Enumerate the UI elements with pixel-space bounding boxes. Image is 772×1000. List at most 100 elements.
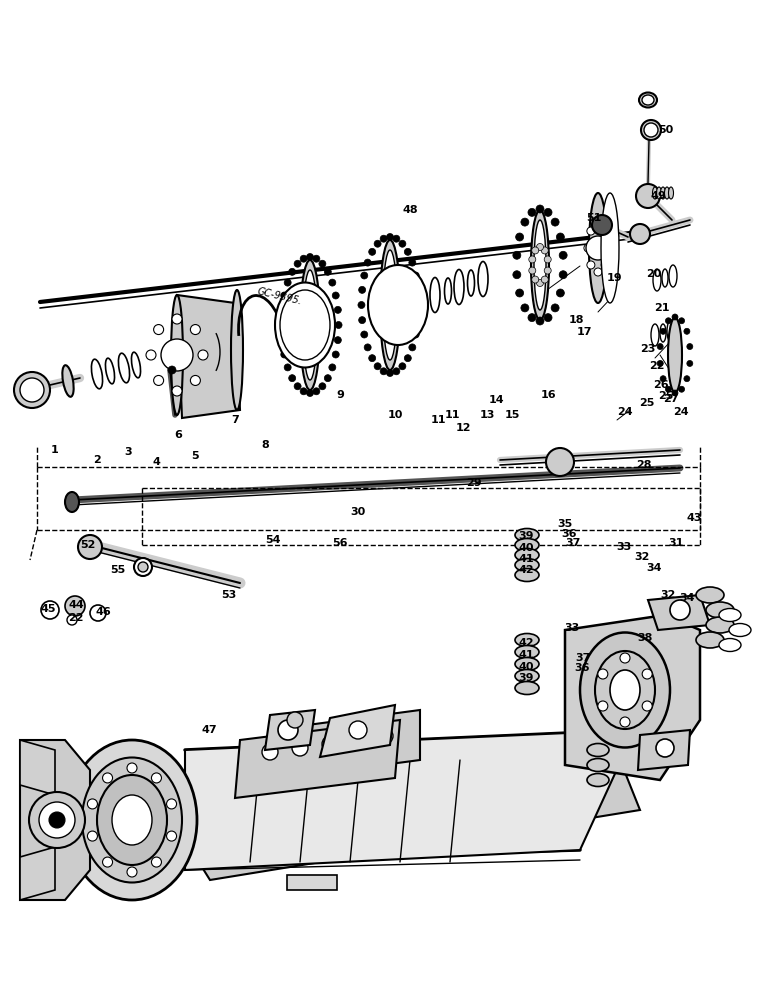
Ellipse shape — [454, 269, 464, 304]
Ellipse shape — [515, 634, 539, 647]
Ellipse shape — [515, 538, 539, 552]
Text: 36: 36 — [574, 663, 590, 673]
Circle shape — [630, 224, 650, 244]
Circle shape — [167, 799, 177, 809]
Circle shape — [657, 360, 663, 366]
Circle shape — [687, 344, 692, 350]
Circle shape — [559, 271, 567, 279]
Circle shape — [601, 227, 609, 235]
Circle shape — [641, 120, 661, 140]
Circle shape — [598, 669, 608, 679]
Circle shape — [528, 314, 536, 322]
Circle shape — [377, 728, 393, 744]
Text: 49: 49 — [650, 191, 666, 201]
Ellipse shape — [719, 608, 741, 621]
Circle shape — [557, 289, 564, 297]
Circle shape — [642, 669, 652, 679]
Circle shape — [559, 251, 567, 259]
Ellipse shape — [669, 265, 677, 287]
Circle shape — [278, 720, 298, 740]
Text: 50: 50 — [659, 125, 674, 135]
Ellipse shape — [515, 682, 539, 694]
Ellipse shape — [303, 270, 317, 380]
Text: 44: 44 — [68, 600, 84, 610]
Ellipse shape — [515, 646, 539, 658]
Text: 6: 6 — [174, 430, 182, 440]
Circle shape — [684, 328, 690, 334]
Text: 4: 4 — [152, 457, 160, 467]
Circle shape — [544, 208, 552, 216]
Circle shape — [65, 596, 85, 616]
Circle shape — [521, 218, 529, 226]
Text: 37: 37 — [565, 538, 581, 548]
Text: 28: 28 — [636, 460, 652, 470]
Circle shape — [684, 376, 690, 382]
Circle shape — [587, 261, 595, 269]
Ellipse shape — [668, 318, 682, 392]
Circle shape — [300, 388, 307, 395]
Ellipse shape — [642, 95, 654, 105]
Circle shape — [594, 220, 602, 228]
Circle shape — [660, 376, 666, 382]
Circle shape — [644, 123, 658, 137]
Text: 48: 48 — [402, 205, 418, 215]
Circle shape — [29, 792, 85, 848]
Polygon shape — [177, 295, 240, 418]
Ellipse shape — [729, 624, 751, 637]
Circle shape — [168, 366, 176, 374]
Circle shape — [352, 732, 368, 748]
Text: 34: 34 — [646, 563, 662, 573]
Ellipse shape — [118, 353, 130, 383]
Circle shape — [103, 857, 113, 867]
Text: 20: 20 — [646, 269, 662, 279]
Circle shape — [672, 314, 678, 320]
Circle shape — [405, 248, 411, 255]
Ellipse shape — [63, 365, 73, 397]
Polygon shape — [185, 730, 635, 870]
Circle shape — [660, 328, 666, 334]
Ellipse shape — [610, 670, 640, 710]
Circle shape — [412, 272, 419, 279]
Ellipse shape — [445, 278, 452, 304]
Circle shape — [557, 233, 564, 241]
Circle shape — [415, 302, 422, 308]
Text: 25: 25 — [659, 391, 674, 401]
Circle shape — [679, 386, 685, 392]
Text: 33: 33 — [616, 542, 631, 552]
Circle shape — [374, 363, 381, 370]
Circle shape — [154, 325, 164, 335]
Ellipse shape — [656, 187, 662, 199]
Polygon shape — [20, 740, 90, 900]
Text: GC-9395.: GC-9395. — [256, 286, 303, 306]
Ellipse shape — [653, 269, 661, 291]
Circle shape — [380, 368, 387, 375]
Ellipse shape — [138, 562, 148, 572]
Polygon shape — [638, 730, 690, 770]
Circle shape — [313, 388, 320, 395]
Circle shape — [513, 271, 521, 279]
Text: 16: 16 — [540, 390, 556, 400]
Circle shape — [87, 831, 97, 841]
Circle shape — [359, 286, 366, 293]
Ellipse shape — [368, 265, 428, 345]
Circle shape — [191, 375, 201, 385]
Text: 24: 24 — [673, 407, 689, 417]
Text: 30: 30 — [350, 507, 366, 517]
Circle shape — [151, 857, 161, 867]
Circle shape — [329, 279, 336, 286]
Circle shape — [537, 279, 543, 286]
Circle shape — [412, 331, 419, 338]
Circle shape — [329, 364, 336, 371]
Ellipse shape — [65, 492, 79, 512]
Circle shape — [306, 389, 313, 396]
Polygon shape — [320, 705, 395, 757]
Text: 41: 41 — [518, 554, 533, 564]
Ellipse shape — [580, 633, 670, 748]
Circle shape — [544, 256, 551, 263]
Ellipse shape — [275, 282, 335, 367]
Ellipse shape — [587, 744, 609, 756]
Ellipse shape — [662, 269, 668, 287]
Circle shape — [620, 717, 630, 727]
Circle shape — [198, 350, 208, 360]
Circle shape — [319, 383, 326, 390]
